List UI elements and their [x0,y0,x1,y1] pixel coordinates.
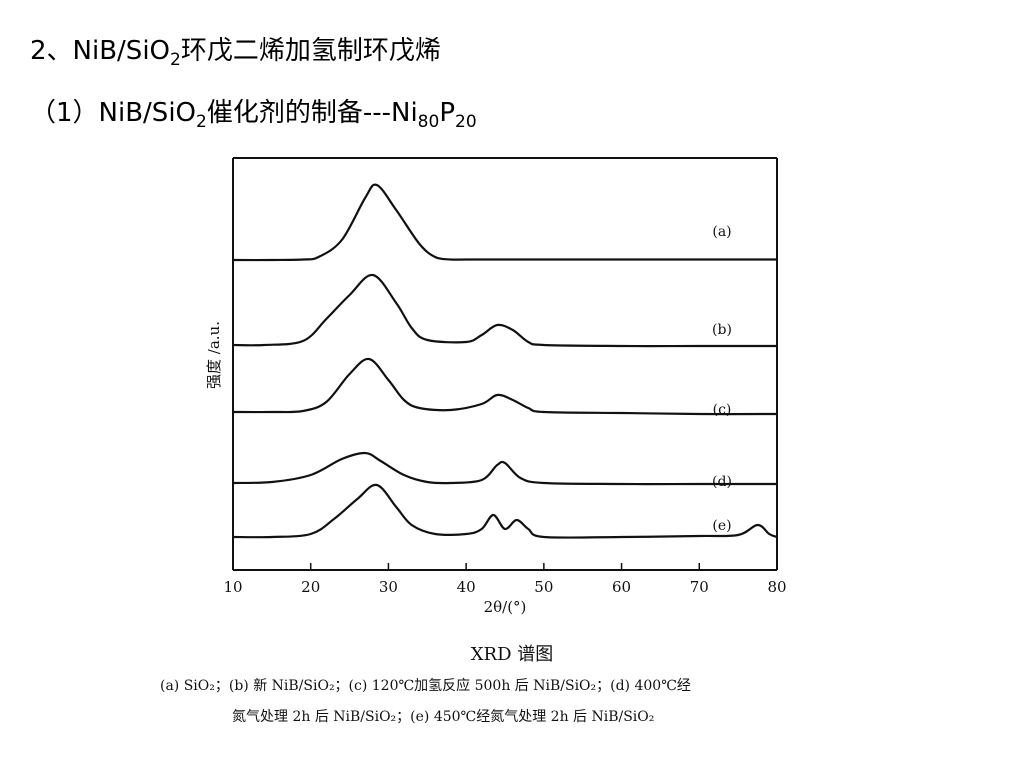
series-line-a [232,183,777,262]
slide-subheading: （1）NiB/SiO2催化剂的制备---Ni80P20 [30,92,477,132]
slide-heading: 2、NiB/SiO2环戊二烯加氢制环戊烯 [30,30,441,70]
subheading-prefix: （1）NiB/SiO [30,98,197,128]
subheading-p: P [439,98,455,128]
chart-title: XRD 谱图 [470,644,554,665]
x-axis-label: 2θ/(°) [484,598,527,616]
x-tick-label: 60 [612,578,631,596]
series-label-d: (d) [712,474,732,490]
x-tick-label: 80 [767,578,786,596]
series-label-a: (a) [712,224,731,240]
series-label-b: (b) [712,322,732,338]
series-line-d [232,451,777,486]
heading-prefix: 2、NiB/SiO [30,36,171,66]
series-line-b [232,273,777,348]
chart-caption-line-2: 氮气处理 2h 后 NiB/SiO₂；(e) 450℃经氮气处理 2h 后 Ni… [232,709,655,725]
series-label-c: (c) [713,402,732,418]
heading-subscript: 2 [170,50,181,70]
x-tick-label: 10 [223,578,242,596]
y-axis-label: 强度 /a.u. [205,321,223,389]
series-line-c [232,357,778,416]
heading-suffix: 环戊二烯加氢制环戊烯 [180,36,441,66]
subheading-subscript-3: 20 [455,112,477,132]
series-label-e: (e) [712,518,731,534]
chart-caption-line-1: (a) SiO₂；(b) 新 NiB/SiO₂；(c) 120℃加氢反应 500… [160,678,691,694]
x-tick-label: 30 [379,578,398,596]
x-tick-label: 70 [690,578,709,596]
subheading-middle: 催化剂的制备---Ni [206,98,418,128]
subheading-subscript-1: 2 [196,112,207,132]
subheading-subscript-2: 80 [417,112,440,132]
x-tick-label: 40 [457,578,476,596]
x-tick-label: 20 [301,578,320,596]
series-line-e [232,483,778,539]
chart-layer: 10 20 30 40 50 60 70 80 2θ/(°) 强度 /a.u. (a) (b) (c) (… [205,157,787,616]
x-tick-label: 50 [534,578,553,596]
